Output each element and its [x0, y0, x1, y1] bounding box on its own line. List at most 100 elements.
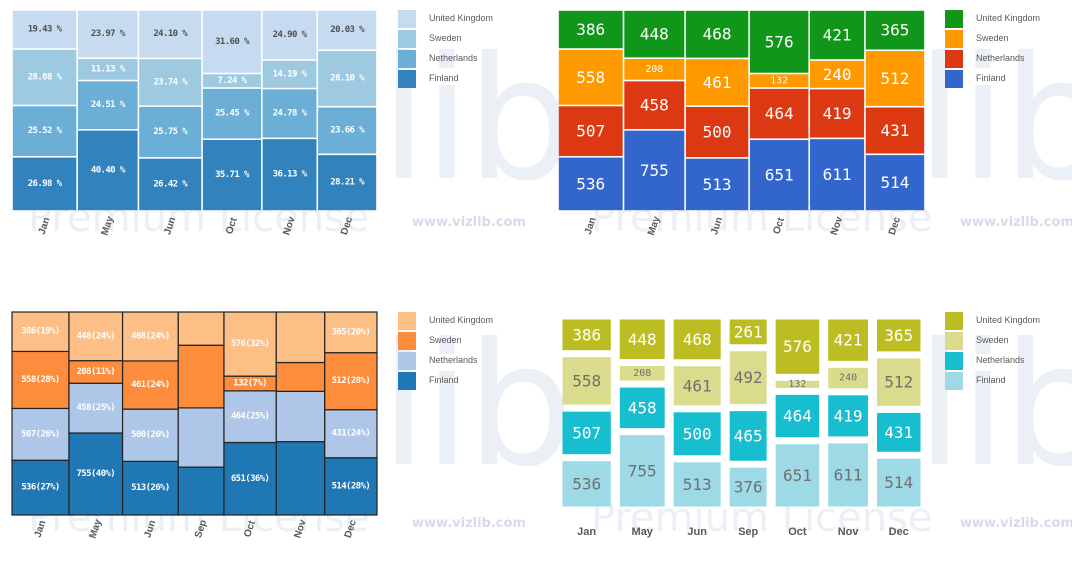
mekko-cell-nov-netherlands[interactable]	[810, 89, 865, 138]
mekko-cell-may-finland[interactable]	[624, 130, 685, 211]
mekko-cell-jan-netherlands[interactable]	[562, 411, 611, 455]
legend-item-sweden[interactable]: Sweden	[398, 30, 548, 50]
mekko-cell-dec-netherlands[interactable]	[865, 107, 925, 154]
mekko-cell-oct-united-kingdom[interactable]	[775, 319, 820, 374]
legend-item-united-kingdom[interactable]: United Kingdom	[945, 10, 1072, 30]
mekko-cell-may-united-kingdom[interactable]	[619, 319, 665, 360]
mekko-cell-jun-finland[interactable]	[685, 158, 749, 211]
mekko-cell-oct-netherlands[interactable]	[749, 88, 809, 139]
mekko-cell-oct-united-kingdom[interactable]	[749, 10, 809, 73]
legend-item-sweden[interactable]: Sweden	[398, 332, 548, 352]
mekko-cell-sep-united-kingdom[interactable]	[177, 311, 225, 346]
mekko-cell-nov-finland[interactable]	[828, 443, 868, 507]
mekko-cell-nov-sweden[interactable]	[275, 361, 326, 392]
mekko-cell-may-netherlands[interactable]	[68, 382, 124, 434]
mekko-cell-may-sweden[interactable]	[619, 366, 665, 381]
mekko-cell-nov-sweden[interactable]	[262, 60, 317, 88]
mekko-cell-jan-sweden[interactable]	[558, 49, 623, 105]
mekko-cell-oct-sweden[interactable]	[749, 74, 809, 88]
mekko-cell-nov-finland[interactable]	[275, 441, 326, 516]
mekko-cell-sep-sweden[interactable]	[177, 344, 225, 409]
mekko-cell-oct-finland[interactable]	[775, 444, 820, 507]
mekko-cell-jun-united-kingdom[interactable]	[673, 319, 721, 360]
mekko-cell-may-united-kingdom[interactable]	[68, 311, 124, 362]
legend-item-finland[interactable]: Finland	[945, 372, 1072, 392]
mekko-chart-1[interactable]: 26.98 % 25.52 % 28.08 % 19.43 % Jan 40.40 % 24…	[0, 0, 536, 285]
mekko-cell-nov-sweden[interactable]	[828, 367, 868, 389]
mekko-cell-jun-netherlands[interactable]	[139, 106, 202, 158]
mekko-cell-jun-sweden[interactable]	[139, 59, 202, 106]
mekko-cell-jan-sweden[interactable]	[562, 357, 611, 405]
mekko-cell-dec-united-kingdom[interactable]	[324, 311, 378, 354]
mekko-cell-sep-united-kingdom[interactable]	[729, 319, 767, 345]
mekko-cell-dec-netherlands[interactable]	[324, 409, 378, 459]
mekko-cell-oct-sweden[interactable]	[202, 74, 262, 88]
mekko-cell-jun-finland[interactable]	[121, 460, 179, 516]
legend-item-netherlands[interactable]: Netherlands	[945, 352, 1072, 372]
mekko-cell-oct-united-kingdom[interactable]	[202, 10, 262, 73]
mekko-cell-jan-netherlands[interactable]	[558, 106, 623, 156]
legend-item-sweden[interactable]: Sweden	[945, 332, 1072, 352]
mekko-chart-3[interactable]: 536(27%) 507(26%) 558(28%) 386(19%) Jan 755(4…	[0, 286, 536, 571]
mekko-cell-dec-sweden[interactable]	[876, 358, 921, 406]
mekko-cell-may-united-kingdom[interactable]	[77, 10, 138, 58]
mekko-cell-nov-finland[interactable]	[262, 139, 317, 211]
mekko-cell-nov-united-kingdom[interactable]	[275, 311, 326, 364]
mekko-cell-jun-netherlands[interactable]	[121, 408, 179, 462]
mekko-cell-jun-netherlands[interactable]	[673, 412, 721, 456]
mekko-cell-jun-finland[interactable]	[139, 158, 202, 211]
mekko-cell-jun-netherlands[interactable]	[685, 106, 749, 158]
mekko-cell-oct-sweden[interactable]	[775, 380, 820, 388]
mekko-cell-jun-united-kingdom[interactable]	[139, 10, 202, 58]
mekko-cell-may-netherlands[interactable]	[77, 81, 138, 130]
mekko-cell-sep-netherlands[interactable]	[177, 407, 225, 468]
mekko-cell-may-netherlands[interactable]	[619, 387, 665, 429]
mekko-cell-jan-sweden[interactable]	[12, 49, 77, 105]
mekko-cell-dec-sweden[interactable]	[865, 51, 925, 106]
mekko-cell-jun-united-kingdom[interactable]	[121, 311, 179, 362]
mekko-cell-oct-finland[interactable]	[749, 140, 809, 211]
legend-item-netherlands[interactable]: Netherlands	[398, 50, 548, 70]
legend-item-netherlands[interactable]: Netherlands	[945, 50, 1072, 70]
mekko-cell-oct-netherlands[interactable]	[202, 88, 262, 139]
mekko-cell-nov-united-kingdom[interactable]	[828, 319, 868, 361]
mekko-cell-jun-sweden[interactable]	[673, 366, 721, 406]
mekko-cell-jan-united-kingdom[interactable]	[11, 311, 70, 353]
mekko-cell-dec-sweden[interactable]	[324, 352, 378, 411]
mekko-cell-dec-united-kingdom[interactable]	[865, 10, 925, 50]
mekko-cell-sep-sweden[interactable]	[729, 351, 767, 405]
mekko-cell-dec-netherlands[interactable]	[876, 412, 921, 452]
mekko-cell-may-netherlands[interactable]	[624, 81, 685, 130]
legend-item-united-kingdom[interactable]: United Kingdom	[398, 10, 548, 30]
mekko-cell-may-finland[interactable]	[77, 130, 138, 211]
mekko-cell-oct-netherlands[interactable]	[223, 390, 277, 444]
mekko-cell-dec-finland[interactable]	[324, 457, 378, 516]
mekko-chart-2[interactable]: 536 507 558 386 Jan 755 458 208 448 May 513 500 461 4…	[536, 0, 1072, 285]
mekko-cell-dec-sweden[interactable]	[318, 51, 377, 106]
mekko-cell-jan-finland[interactable]	[562, 461, 611, 507]
mekko-cell-jan-united-kingdom[interactable]	[558, 10, 623, 49]
legend-item-finland[interactable]: Finland	[945, 70, 1072, 90]
mekko-cell-jun-finland[interactable]	[673, 462, 721, 507]
mekko-cell-jan-finland[interactable]	[558, 157, 623, 211]
mekko-chart-4[interactable]: 536 507 558 386 Jan 755 458 208 448 May 513 500 461 4…	[536, 286, 1072, 571]
mekko-cell-jan-united-kingdom[interactable]	[12, 10, 77, 49]
mekko-cell-jan-netherlands[interactable]	[12, 106, 77, 156]
mekko-cell-dec-finland[interactable]	[318, 155, 377, 211]
legend-item-united-kingdom[interactable]: United Kingdom	[945, 312, 1072, 332]
mekko-cell-sep-finland[interactable]	[177, 466, 225, 516]
mekko-cell-nov-netherlands[interactable]	[262, 89, 317, 138]
mekko-cell-nov-united-kingdom[interactable]	[810, 10, 865, 60]
mekko-cell-may-sweden[interactable]	[624, 58, 685, 80]
mekko-cell-dec-finland[interactable]	[865, 155, 925, 211]
mekko-cell-dec-finland[interactable]	[876, 458, 921, 507]
mekko-cell-sep-finland[interactable]	[729, 467, 767, 507]
mekko-cell-dec-netherlands[interactable]	[318, 107, 377, 154]
legend-item-sweden[interactable]: Sweden	[945, 30, 1072, 50]
legend-item-united-kingdom[interactable]: United Kingdom	[398, 312, 548, 332]
legend-item-finland[interactable]: Finland	[398, 372, 548, 392]
mekko-cell-nov-netherlands[interactable]	[828, 395, 868, 437]
mekko-cell-may-sweden[interactable]	[77, 58, 138, 80]
mekko-cell-jun-united-kingdom[interactable]	[685, 10, 749, 58]
mekko-cell-nov-united-kingdom[interactable]	[262, 10, 317, 60]
